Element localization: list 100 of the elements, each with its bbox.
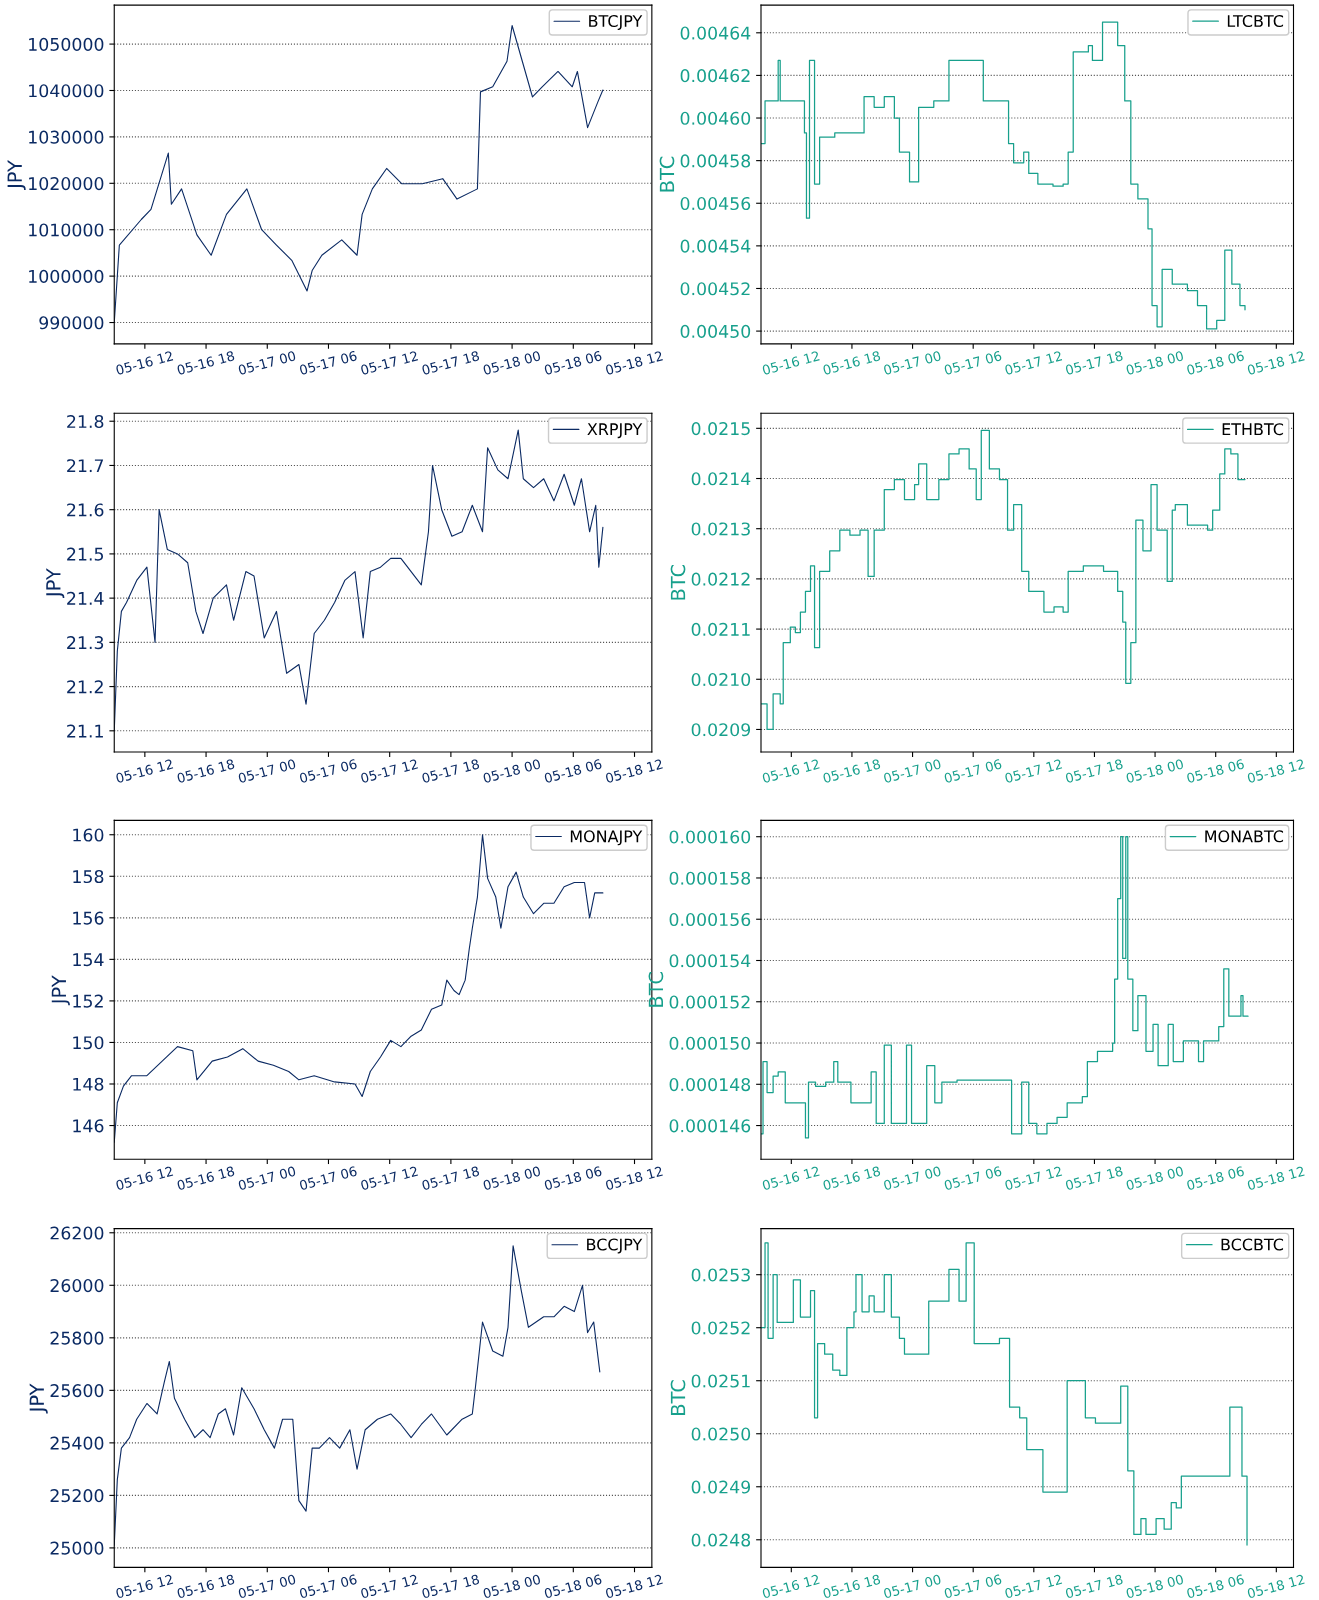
y-tick-label: 26000 (50, 1279, 104, 1293)
y-tick-label: 1000000 (29, 269, 104, 283)
x-tick-label: 05-17 12 (360, 1574, 419, 1599)
y-tick-label: 0.0212 (691, 572, 750, 586)
x-tick-label: 05-16 12 (115, 1166, 174, 1191)
x-tick-label: 05-17 00 (237, 1165, 297, 1191)
y-tick-label: 0.00458 (680, 154, 751, 168)
y-tick-label: 152 (73, 994, 103, 1008)
x-tick-label: 05-18 12 (1246, 758, 1305, 784)
y-tick-label: 154 (73, 953, 104, 967)
y-tick-label: 0.000152 (669, 995, 750, 1009)
x-tick-label: 05-16 12 (761, 1574, 820, 1599)
x-tick-label: 05-18 12 (605, 350, 663, 376)
x-tick-label: 05-18 00 (1125, 350, 1184, 376)
x-tick-label: 05-17 18 (1065, 350, 1124, 376)
x-tick-label: 05-17 06 (299, 1165, 358, 1191)
x-tick-label: 05-18 06 (1186, 1165, 1245, 1191)
y-tick-label: 21.6 (67, 503, 104, 517)
x-tick-label: 05-18 00 (1125, 758, 1184, 784)
x-tick-label: 05-18 06 (1186, 758, 1245, 784)
x-tick-label: 05-18 06 (543, 350, 603, 376)
x-tick-label: 05-17 18 (421, 1165, 480, 1191)
x-tick-label: 05-17 00 (883, 1165, 942, 1191)
x-tick-label: 05-18 06 (543, 1165, 603, 1191)
y-axis-title: BTC (670, 564, 686, 600)
y-tick-label: 25600 (50, 1384, 104, 1398)
x-tick-label: 05-16 12 (115, 1574, 174, 1599)
x-tick-label: 05-16 12 (115, 758, 174, 784)
x-tick-label: 05-16 12 (761, 350, 820, 376)
x-tick-label: 05-16 18 (822, 1574, 881, 1599)
x-tick-label: 05-18 06 (1186, 350, 1245, 376)
y-tick-label: 0.00464 (680, 26, 751, 40)
x-tick-label: 05-16 18 (822, 350, 881, 376)
y-tick-label: 0.000146 (669, 1119, 751, 1133)
x-tick-label: 05-17 00 (883, 350, 942, 376)
y-tick-label: 0.0252 (691, 1321, 750, 1335)
y-tick-label: 0.000148 (669, 1078, 751, 1092)
y-tick-label: 0.0213 (691, 522, 750, 536)
y-tick-label: 0.0250 (691, 1427, 751, 1441)
x-tick-label: 05-17 00 (237, 758, 297, 784)
y-tick-label: 0.000150 (669, 1036, 751, 1050)
y-tick-label: 0.00456 (680, 196, 751, 211)
y-axis-title: JPY (29, 1383, 48, 1414)
y-tick-label: 160 (73, 828, 104, 842)
legend-label: ETHBTC (1222, 423, 1284, 436)
y-tick-label: 0.00462 (680, 69, 750, 83)
y-tick-label: 0.0211 (691, 622, 750, 636)
x-tick-label: 05-17 00 (883, 1574, 942, 1599)
y-axis-title: JPY (7, 160, 26, 190)
legend-label: LTCBTC (1227, 14, 1284, 28)
y-tick-label: 0.00452 (680, 282, 750, 296)
x-tick-label: 05-17 06 (943, 350, 1003, 376)
y-tick-label: 25000 (50, 1541, 104, 1555)
x-tick-label: 05-17 12 (1004, 350, 1063, 376)
y-tick-label: 0.0214 (691, 472, 751, 486)
y-tick-label: 0.00450 (680, 324, 751, 338)
x-tick-label: 05-17 06 (943, 758, 1003, 784)
y-tick-label: 21.8 (67, 414, 104, 429)
x-tick-label: 05-17 12 (1004, 758, 1063, 784)
x-tick-label: 05-18 12 (605, 1574, 663, 1599)
x-tick-label: 05-17 12 (360, 1166, 419, 1191)
y-tick-label: 1030000 (29, 130, 104, 144)
legend-label: MONABTC (1205, 830, 1284, 843)
y-tick-label: 25200 (50, 1489, 104, 1503)
x-tick-label: 05-18 00 (482, 758, 541, 784)
x-tick-label: 05-16 18 (176, 1574, 235, 1599)
x-tick-label: 05-16 12 (761, 1166, 820, 1191)
legend-label: XRPJPY (587, 423, 643, 439)
y-tick-label: 1040000 (29, 84, 104, 98)
y-axis-title: JPY (46, 568, 65, 599)
x-tick-label: 05-18 12 (605, 758, 663, 784)
y-tick-label: 1020000 (29, 177, 104, 191)
y-tick-label: 0.0253 (691, 1268, 750, 1282)
x-tick-label: 05-16 12 (115, 350, 174, 376)
y-tick-label: 0.00454 (680, 239, 751, 253)
x-tick-label: 05-17 12 (1004, 1574, 1063, 1599)
x-tick-label: 05-17 12 (360, 350, 419, 376)
y-tick-label: 990000 (39, 316, 104, 330)
x-tick-label: 05-17 18 (421, 1574, 480, 1599)
legend-label: BTCJPY (589, 14, 643, 31)
x-tick-label: 05-18 12 (605, 1166, 663, 1191)
x-tick-label: 05-18 06 (1186, 1574, 1245, 1599)
legend-label: MONAJPY (570, 830, 643, 846)
y-tick-label: 148 (73, 1077, 104, 1091)
y-tick-label: 0.0209 (691, 723, 751, 737)
x-tick-label: 05-17 18 (421, 350, 480, 376)
x-tick-label: 05-16 18 (176, 350, 235, 376)
x-tick-label: 05-18 00 (1125, 1165, 1184, 1191)
y-tick-label: 0.0249 (691, 1480, 751, 1494)
x-tick-label: 05-17 00 (237, 1574, 297, 1599)
x-tick-label: 05-16 18 (176, 1165, 235, 1191)
y-tick-label: 0.000160 (669, 830, 751, 844)
x-tick-label: 05-17 06 (299, 758, 358, 784)
x-tick-label: 05-16 18 (822, 1165, 881, 1191)
y-tick-label: 0.000156 (669, 912, 751, 927)
y-axis-title: JPY (51, 975, 70, 1006)
x-tick-label: 05-18 12 (1246, 1166, 1305, 1191)
y-tick-label: 21.1 (67, 724, 103, 738)
y-tick-label: 26200 (50, 1226, 104, 1240)
x-tick-label: 05-17 00 (883, 758, 942, 784)
